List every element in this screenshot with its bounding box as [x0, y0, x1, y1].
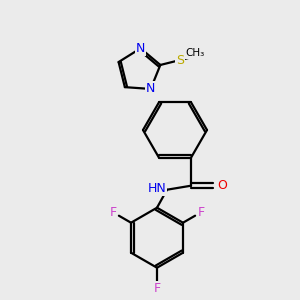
- Text: O: O: [217, 179, 227, 192]
- Text: CH₃: CH₃: [186, 48, 205, 58]
- Text: N: N: [136, 42, 145, 55]
- Text: HN: HN: [148, 182, 166, 195]
- Text: F: F: [153, 282, 161, 295]
- Text: F: F: [109, 206, 116, 219]
- Text: S: S: [176, 54, 184, 67]
- Text: N: N: [146, 82, 155, 95]
- Text: F: F: [198, 206, 205, 219]
